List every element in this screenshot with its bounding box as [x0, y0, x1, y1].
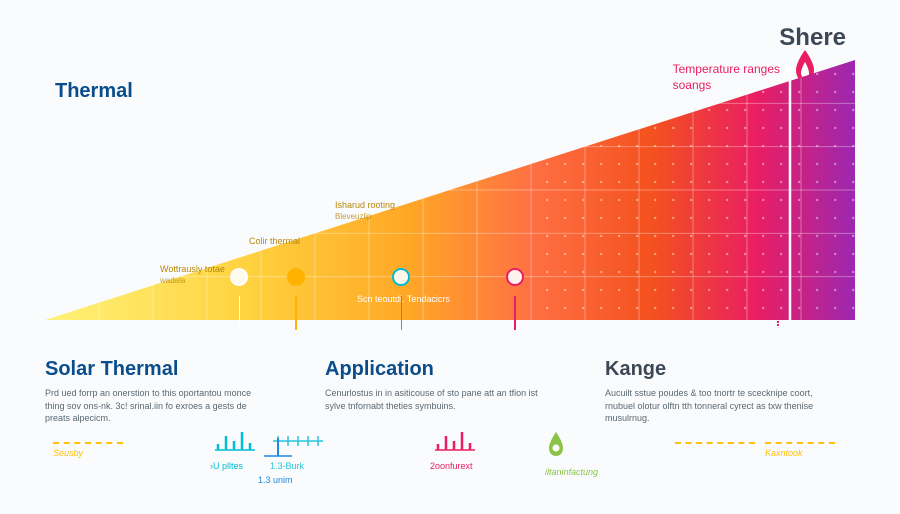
marker-connector — [401, 296, 403, 330]
mini-graphic: ›U plltes — [210, 430, 260, 471]
section-desc: Aucuilt sstue poudes & too tnortr te sce… — [605, 387, 825, 425]
chart-marker — [287, 268, 305, 286]
chart-marker — [392, 268, 410, 286]
mini-label: Seusby — [53, 448, 123, 458]
mini-graphic: 1.3 unim — [258, 430, 298, 485]
mini-label: Kaxntook — [765, 448, 835, 458]
mini-graphics-row: Seusby›U plltes1.3-Burk1.3 unim2oonfurex… — [45, 430, 855, 500]
marker-dotline — [777, 278, 779, 326]
section-title: Solar Thermal — [45, 358, 295, 381]
mini-graphic: 2oonfurext — [430, 430, 480, 471]
mini-graphic: iltaninfactung — [545, 430, 598, 477]
mini-label: 2oonfurext — [430, 461, 480, 471]
section-desc: Prd ued forrp an onerstion to this oport… — [45, 387, 265, 425]
section-kange: Kange Aucuilt sstue poudes & too tnortr … — [605, 358, 855, 425]
marker-row — [45, 278, 855, 328]
section-title: Kange — [605, 358, 855, 381]
chart-label: Colir thermal — [249, 236, 300, 247]
mini-label: 1.3 unim — [258, 475, 298, 485]
section-row: Solar Thermal Prd ued forrp an onerstion… — [45, 358, 855, 425]
marker-connector — [239, 296, 241, 330]
section-solar-thermal: Solar Thermal Prd ued forrp an onerstion… — [45, 358, 295, 425]
marker-connector — [295, 296, 297, 330]
mini-graphic: Kaxntook — [765, 430, 835, 458]
mini-label: ›U plltes — [210, 461, 260, 471]
chart-marker — [230, 268, 248, 286]
mini-label: iltaninfactung — [545, 467, 598, 477]
infographic-root: Thermal Shere Temperature ranges soangs — [0, 0, 900, 514]
section-title: Application — [325, 358, 575, 381]
mini-graphic: Seusby — [53, 430, 123, 458]
section-application: Application Cenurlostus in in asiticouse… — [325, 358, 575, 425]
marker-connector — [514, 296, 516, 330]
chart-marker — [506, 268, 524, 286]
section-desc: Cenurlostus in in asiticouse of sto pane… — [325, 387, 545, 412]
chart-label: Isharud rooting Bleveuzlip — [335, 200, 395, 222]
